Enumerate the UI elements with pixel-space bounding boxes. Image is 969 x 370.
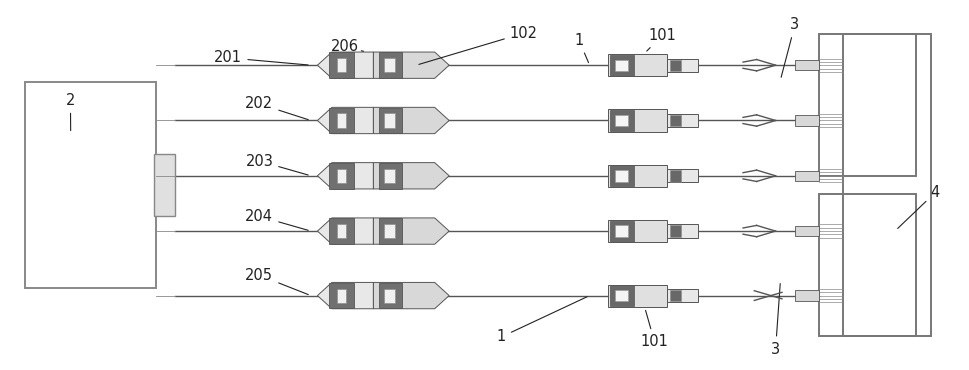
Bar xyxy=(336,224,345,238)
Text: 205: 205 xyxy=(245,268,308,295)
Polygon shape xyxy=(317,282,373,309)
Bar xyxy=(610,55,633,76)
Bar xyxy=(378,218,401,244)
Text: 201: 201 xyxy=(214,50,308,65)
Bar xyxy=(795,115,819,126)
Bar xyxy=(614,115,627,127)
Bar xyxy=(378,53,401,78)
Bar xyxy=(795,60,819,70)
Bar xyxy=(667,114,698,127)
Bar xyxy=(336,289,345,303)
Bar xyxy=(795,290,819,301)
Bar xyxy=(819,194,915,336)
Bar xyxy=(328,218,354,244)
Text: 204: 204 xyxy=(245,209,308,230)
Bar xyxy=(328,163,354,189)
Bar xyxy=(608,220,667,242)
Bar xyxy=(384,289,394,303)
Text: 4: 4 xyxy=(896,185,939,228)
Bar xyxy=(608,285,667,307)
Polygon shape xyxy=(317,52,373,78)
Bar xyxy=(328,283,354,308)
Bar xyxy=(670,290,680,302)
Text: 1: 1 xyxy=(496,297,586,344)
Bar xyxy=(378,108,401,133)
Bar xyxy=(384,169,394,183)
Bar xyxy=(610,285,633,306)
Text: 3: 3 xyxy=(780,17,798,77)
Bar xyxy=(608,54,667,76)
Text: 206: 206 xyxy=(330,39,363,54)
Polygon shape xyxy=(317,218,373,244)
Polygon shape xyxy=(317,107,373,134)
Bar xyxy=(670,225,680,237)
Text: 1: 1 xyxy=(574,33,588,63)
Bar xyxy=(384,224,394,238)
Text: 2: 2 xyxy=(66,93,75,131)
Text: 102: 102 xyxy=(419,26,537,64)
Bar xyxy=(610,221,633,242)
Bar xyxy=(819,34,915,176)
Bar xyxy=(842,34,929,336)
Bar xyxy=(667,225,698,238)
Bar xyxy=(328,53,354,78)
Polygon shape xyxy=(373,218,449,244)
Bar xyxy=(336,58,345,72)
Bar xyxy=(608,110,667,132)
Bar xyxy=(336,169,345,183)
Bar xyxy=(378,163,401,189)
Text: 3: 3 xyxy=(770,284,779,357)
Bar xyxy=(153,154,174,216)
Bar xyxy=(610,165,633,186)
Bar xyxy=(384,58,394,72)
Text: 101: 101 xyxy=(640,310,668,349)
Bar xyxy=(667,289,698,302)
Bar xyxy=(614,60,627,71)
Bar xyxy=(608,165,667,187)
Polygon shape xyxy=(317,163,373,189)
Bar xyxy=(795,171,819,181)
Text: 203: 203 xyxy=(245,154,308,175)
Bar xyxy=(670,60,680,71)
Bar xyxy=(614,170,627,182)
Bar xyxy=(614,225,627,237)
Bar xyxy=(610,110,633,131)
Polygon shape xyxy=(373,282,449,309)
Bar xyxy=(795,226,819,236)
Bar xyxy=(670,115,680,127)
Bar xyxy=(328,108,354,133)
Text: 101: 101 xyxy=(646,28,675,51)
Polygon shape xyxy=(373,163,449,189)
Bar xyxy=(336,114,345,128)
Polygon shape xyxy=(373,52,449,78)
Bar xyxy=(25,82,155,288)
Bar xyxy=(667,58,698,72)
Bar xyxy=(670,170,680,182)
Bar xyxy=(384,114,394,128)
Bar xyxy=(378,283,401,308)
Text: 202: 202 xyxy=(245,97,308,120)
Bar xyxy=(667,169,698,182)
Polygon shape xyxy=(373,107,449,134)
Bar xyxy=(614,290,627,302)
